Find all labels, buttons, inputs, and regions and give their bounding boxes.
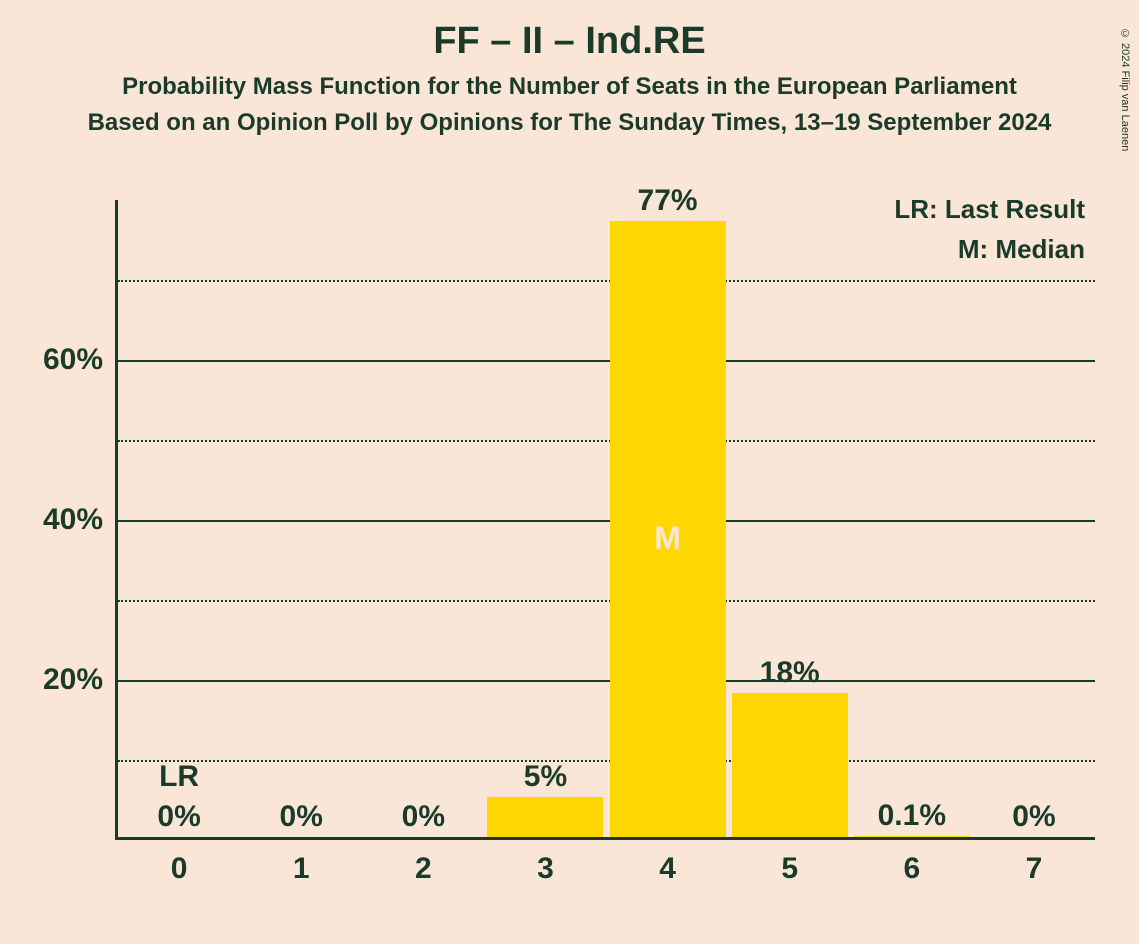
chart-subtitle-1: Probability Mass Function for the Number… xyxy=(0,73,1139,101)
grid-major xyxy=(118,360,1095,362)
y-tick-label: 60% xyxy=(43,343,103,377)
chart-plot-area: LR: Last Result M: Median 20%40%60%0%0LR… xyxy=(115,200,1095,840)
grid-minor xyxy=(118,760,1095,762)
x-tick-label: 0 xyxy=(171,852,188,886)
bar-value-label: 0% xyxy=(402,800,445,834)
x-tick-label: 6 xyxy=(903,852,920,886)
y-tick-label: 40% xyxy=(43,503,103,537)
grid-minor xyxy=(118,440,1095,442)
x-tick-label: 1 xyxy=(293,852,310,886)
bar-value-label: 0.1% xyxy=(878,799,946,833)
lr-marker: LR xyxy=(159,760,199,794)
bar-value-label: 0% xyxy=(1012,800,1055,834)
x-axis xyxy=(115,837,1095,840)
bar-value-label: 0% xyxy=(157,800,200,834)
bar-value-label: 77% xyxy=(638,184,698,218)
x-tick-label: 2 xyxy=(415,852,432,886)
x-tick-label: 3 xyxy=(537,852,554,886)
grid-minor xyxy=(118,280,1095,282)
bar-value-label: 18% xyxy=(760,656,820,690)
bar xyxy=(487,797,603,837)
grid-major xyxy=(118,520,1095,522)
grid-major xyxy=(118,680,1095,682)
bar xyxy=(732,693,848,837)
x-tick-label: 5 xyxy=(781,852,798,886)
legend-lr: LR: Last Result xyxy=(894,194,1085,225)
bar xyxy=(854,836,970,837)
y-tick-label: 20% xyxy=(43,663,103,697)
legend-m: M: Median xyxy=(958,234,1085,265)
x-tick-label: 4 xyxy=(659,852,676,886)
chart-title: FF – II – Ind.RE xyxy=(0,20,1139,63)
median-marker: M xyxy=(654,520,681,557)
copyright-text: © 2024 Filip van Laenen xyxy=(1119,28,1131,151)
chart-subtitle-2: Based on an Opinion Poll by Opinions for… xyxy=(0,109,1139,137)
x-tick-label: 7 xyxy=(1026,852,1043,886)
bar-value-label: 5% xyxy=(524,760,567,794)
bar-value-label: 0% xyxy=(280,800,323,834)
grid-minor xyxy=(118,600,1095,602)
